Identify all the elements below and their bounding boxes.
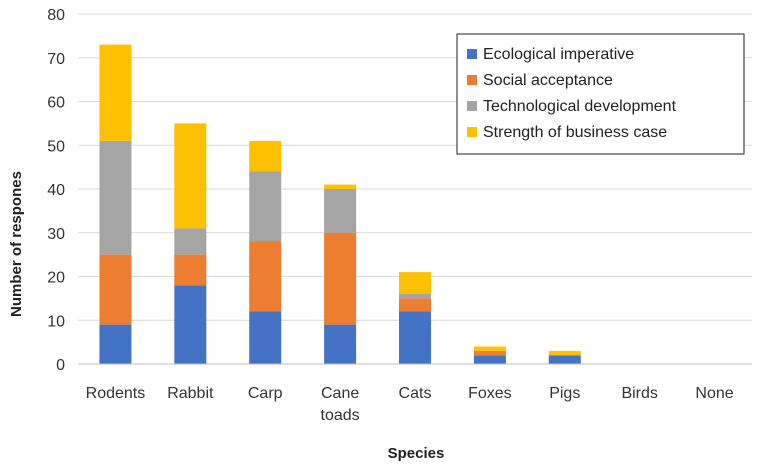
legend-label: Technological development — [483, 98, 677, 115]
x-tick-label: Cats — [399, 385, 432, 402]
bar-segment — [324, 189, 357, 233]
y-axis-ticks: 0 10 20 30 40 50 60 70 80 — [47, 7, 65, 374]
bar-segment — [99, 140, 132, 255]
x-tick-label: Carp — [248, 385, 283, 402]
x-tick-label: Rabbit — [167, 385, 214, 402]
y-tick-label: 50 — [47, 138, 65, 155]
bar-segment — [174, 285, 207, 364]
x-tick-label: Rodents — [86, 385, 146, 402]
y-axis-title: Number of respones — [8, 171, 25, 317]
legend-swatch — [467, 101, 477, 111]
bar-segment — [399, 272, 431, 294]
bar-segment — [548, 350, 581, 356]
bar-segment — [249, 171, 282, 242]
legend-box — [456, 33, 745, 155]
x-tick-label: toads — [321, 407, 360, 424]
legend-swatch — [467, 49, 477, 59]
x-tick-label: None — [695, 385, 733, 402]
y-tick-label: 80 — [47, 7, 65, 24]
y-tick-label: 10 — [47, 313, 65, 330]
legend-label: Strength of business case — [483, 124, 667, 141]
bar-segment — [324, 324, 357, 364]
legend-label: Social acceptance — [483, 72, 613, 89]
bar-segment — [548, 355, 581, 364]
bar-segment — [174, 254, 207, 286]
bar-segment — [99, 254, 132, 325]
bar-segment — [249, 140, 282, 172]
bar-segment — [249, 241, 282, 312]
legend-swatch — [467, 75, 477, 85]
bar-segment — [174, 123, 207, 229]
bar-segment — [249, 311, 282, 364]
y-tick-label: 0 — [56, 357, 65, 374]
x-tick-label: Birds — [621, 385, 657, 402]
x-tick-label: Cane — [321, 385, 359, 402]
y-tick-label: 60 — [47, 95, 65, 112]
bar-segment — [399, 298, 431, 312]
bar-segment — [324, 184, 357, 189]
bar-segment — [99, 324, 132, 364]
x-axis-title: Species — [388, 445, 445, 462]
bar-segment — [399, 311, 431, 364]
x-tick-label: Pigs — [549, 385, 580, 402]
y-tick-label: 30 — [47, 226, 65, 243]
bar-segment — [174, 228, 207, 255]
bar-segment — [399, 294, 431, 299]
bar-segment — [324, 232, 357, 325]
bar-segment — [473, 355, 506, 364]
bar-segment — [473, 350, 506, 356]
legend: Ecological imperative Social acceptance Te… — [456, 33, 745, 155]
x-tick-label: Foxes — [468, 385, 512, 402]
x-axis-ticks: Rodents Rabbit Carp Cane toads Cats Foxes Pigs B… — [86, 385, 734, 424]
bars — [99, 44, 581, 364]
y-tick-label: 40 — [47, 182, 65, 199]
y-tick-label: 70 — [47, 51, 65, 68]
bar-segment — [473, 346, 506, 351]
y-tick-label: 20 — [47, 270, 65, 287]
legend-label: Ecological imperative — [483, 46, 634, 63]
legend-swatch — [467, 127, 477, 137]
bar-segment — [99, 44, 132, 141]
